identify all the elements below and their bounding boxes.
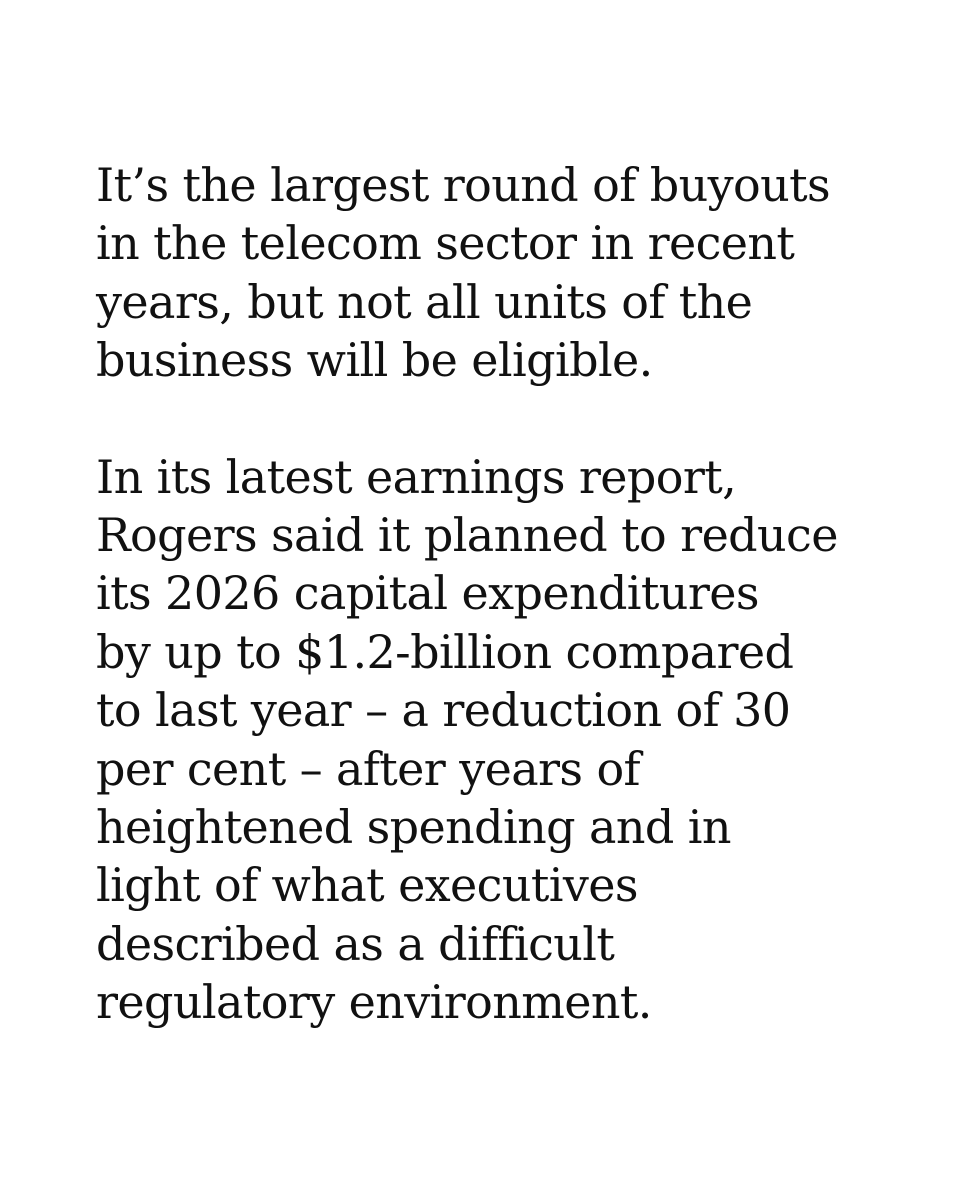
text-line: years, but not all units of the — [96, 274, 753, 329]
text-line: regulatory environment. — [96, 975, 652, 1030]
text-line: described as a difficult — [96, 916, 615, 971]
text-line: per cent – after years of — [96, 741, 641, 796]
paragraph-1: It’s the largest round of buyouts in the… — [96, 156, 856, 390]
text-line: heightened spending and in — [96, 800, 731, 855]
paragraph-2: In its latest earnings report, Rogers sa… — [96, 448, 856, 1032]
text-line: light of what executives — [96, 858, 638, 913]
text-line: business will be eligible. — [96, 333, 653, 388]
text-line: its 2026 capital expenditures — [96, 566, 759, 621]
text-line: In its latest earnings report, — [96, 449, 737, 504]
text-line: to last year – a reduction of 30 — [96, 683, 791, 738]
text-line: It’s the largest round of buyouts — [96, 158, 831, 212]
text-line: in the telecom sector in recent — [96, 216, 795, 271]
text-line: by up to $1.2-billion compared — [96, 624, 794, 679]
text-line: Rogers said it planned to reduce — [96, 508, 838, 563]
article-text: It’s the largest round of buyouts in the… — [96, 156, 856, 1032]
